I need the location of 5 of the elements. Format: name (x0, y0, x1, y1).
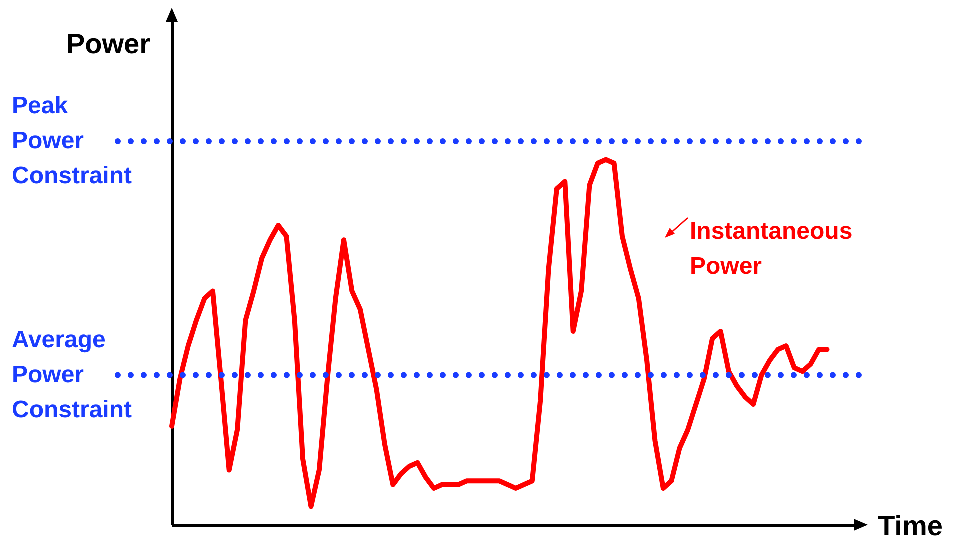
y-axis-title: Power (66, 28, 151, 60)
x-axis-title: Time (878, 510, 943, 541)
ref-line-label: Peak Power Constraint (12, 92, 132, 190)
ref-line-label: Average Power Constraint (12, 326, 132, 424)
legend-label: Instantaneous Power (690, 218, 853, 280)
